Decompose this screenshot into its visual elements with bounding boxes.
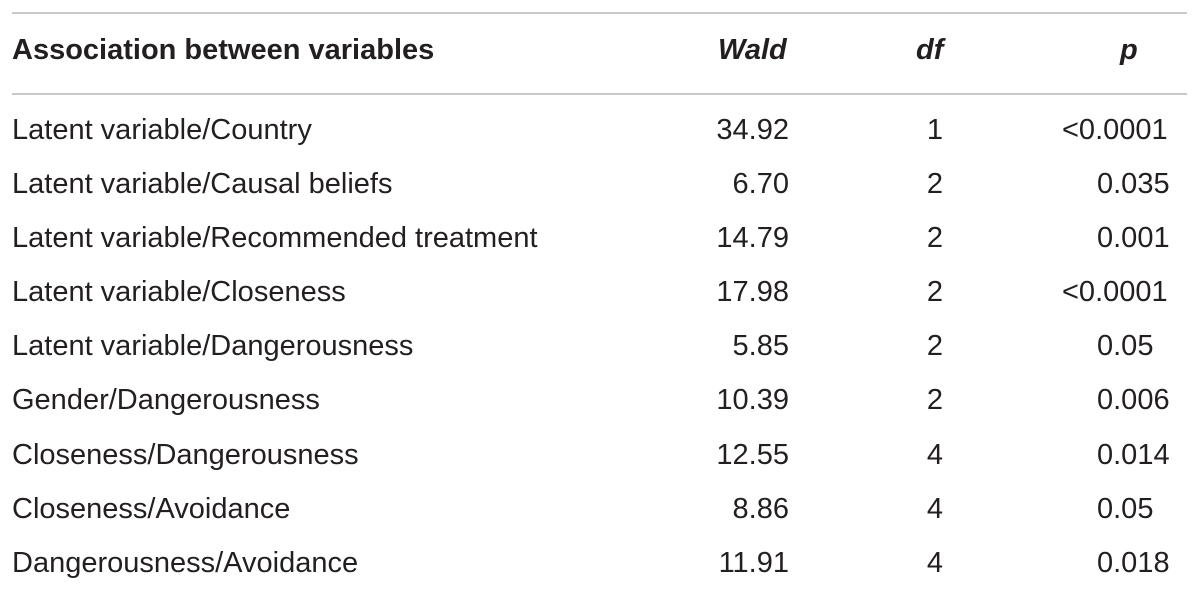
cell-association: Dangerousness/Avoidance xyxy=(12,546,359,579)
table-top-rule xyxy=(12,12,1187,14)
table-row: Closeness/Dangerousness 12.55 4 0.014 xyxy=(12,431,1187,485)
table-row: Latent variable/Dangerousness 5.85 2 0.0… xyxy=(12,322,1187,376)
cell-wald: 5.85 xyxy=(732,330,789,363)
table-row: Latent variable/Closeness 17.98 2 <0.000… xyxy=(12,268,1187,322)
table-row: Gender/Dangerousness 10.39 2 0.006 xyxy=(12,376,1187,430)
cell-association: Closeness/Avoidance xyxy=(12,492,291,525)
cell-wald: 8.86 xyxy=(732,492,789,525)
cell-wald: 10.39 xyxy=(716,384,789,417)
cell-p: 0.05 xyxy=(1097,330,1154,363)
cell-df: 2 xyxy=(926,276,944,309)
cell-df: 1 xyxy=(926,114,944,146)
cell-df: 2 xyxy=(926,330,944,363)
cell-association: Latent variable/Recommended treatment xyxy=(12,222,538,255)
cell-association: Latent variable/Closeness xyxy=(12,276,346,309)
table-row: Latent variable/Causal beliefs 6.70 2 0.… xyxy=(12,160,1187,214)
cell-wald: 6.70 xyxy=(732,168,789,201)
cell-wald: 17.98 xyxy=(716,276,789,309)
cell-wald: 11.91 xyxy=(718,546,789,579)
header-wald: Wald xyxy=(718,34,787,66)
cell-df: 4 xyxy=(926,438,944,471)
table-row: Closeness/Avoidance 8.86 4 0.05 xyxy=(12,485,1187,539)
table-header-rule xyxy=(12,93,1187,95)
cell-p: 0.018 xyxy=(1097,546,1170,579)
header-association: Association between variables xyxy=(12,34,435,66)
cell-df: 2 xyxy=(926,384,944,417)
cell-association: Latent variable/Country xyxy=(12,114,312,146)
cell-p: <0.0001 xyxy=(1062,276,1168,309)
cell-wald: 14.79 xyxy=(716,222,789,255)
table-row: Latent variable/Country 34.92 1 <0.0001 xyxy=(12,106,1187,160)
cell-p: 0.006 xyxy=(1097,384,1170,417)
table-row: Latent variable/Recommended treatment 14… xyxy=(12,214,1187,268)
table-header-row: Association between variables Wald df p xyxy=(12,30,1187,76)
cell-association: Latent variable/Causal beliefs xyxy=(12,168,393,201)
cell-wald: 12.55 xyxy=(716,438,789,471)
cell-p: 0.014 xyxy=(1097,438,1170,471)
cell-association: Closeness/Dangerousness xyxy=(12,438,359,471)
header-df: df xyxy=(916,34,944,66)
cell-association: Gender/Dangerousness xyxy=(12,384,320,417)
table-body: Latent variable/Country 34.92 1 <0.0001 … xyxy=(12,106,1187,593)
cell-p: 0.05 xyxy=(1097,492,1154,525)
cell-df: 4 xyxy=(926,546,944,579)
cell-df: 2 xyxy=(926,168,944,201)
cell-p: <0.0001 xyxy=(1062,114,1168,146)
header-p: p xyxy=(1120,34,1138,66)
cell-df: 2 xyxy=(926,222,944,255)
cell-wald: 34.92 xyxy=(716,114,789,146)
cell-association: Latent variable/Dangerousness xyxy=(12,330,414,363)
cell-p: 0.001 xyxy=(1097,222,1170,255)
table-row: Dangerousness/Avoidance 11.91 4 0.018 xyxy=(12,539,1187,593)
cell-p: 0.035 xyxy=(1097,168,1170,201)
cell-df: 4 xyxy=(926,492,944,525)
